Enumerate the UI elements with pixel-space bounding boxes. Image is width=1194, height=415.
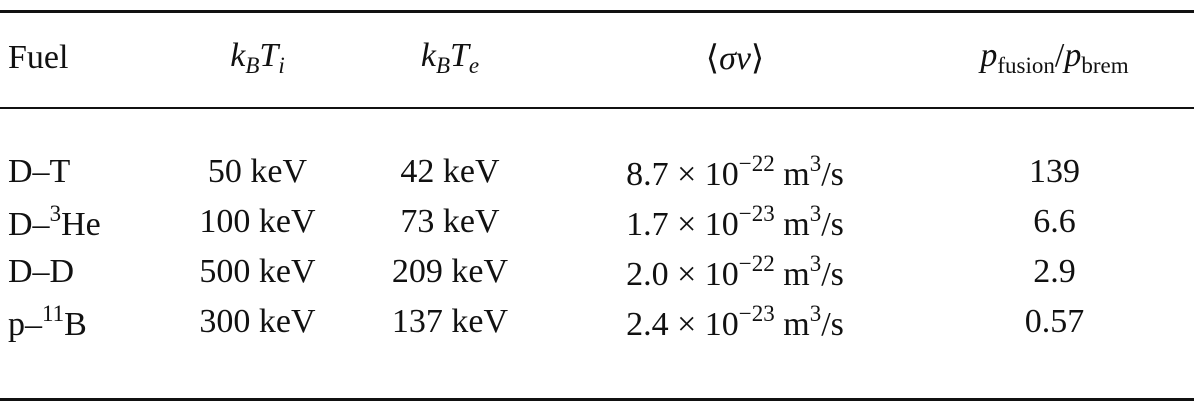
text-segment: D–D bbox=[8, 253, 75, 290]
text-segment: i bbox=[278, 53, 285, 78]
table-row: p–11B 300 keV 137 keV 2.4 × 10−23 m3/s 0.57 bbox=[0, 297, 1194, 347]
table-cell: 137 keV bbox=[391, 303, 509, 340]
text-segment: 3 bbox=[809, 250, 822, 276]
text-segment: m bbox=[774, 155, 810, 193]
text-segment: 3 bbox=[809, 300, 822, 326]
text-segment: p bbox=[980, 37, 998, 74]
table-cell: 300 keV bbox=[199, 303, 316, 340]
text-segment: 3 bbox=[49, 200, 62, 226]
table-cell: 2.0 × 10−22 m3/s bbox=[555, 251, 915, 294]
text-segment: 3 bbox=[809, 150, 822, 176]
table-row: D–D 500 keV 209 keV 2.0 × 10−22 m3/s 2.9 bbox=[0, 247, 1194, 297]
table-row: D–T 50 keV 42 keV 8.7 × 10−22 m3/s 139 bbox=[0, 147, 1194, 197]
table-cell: D–3He bbox=[0, 201, 170, 244]
text-segment: B bbox=[64, 305, 87, 343]
text-segment: / bbox=[1054, 37, 1065, 74]
table-cell: p–11B bbox=[0, 301, 170, 344]
table-cell: 8.7 × 10−22 m3/s bbox=[555, 151, 915, 194]
text-segment: D–T bbox=[8, 153, 71, 190]
table-cell: 2.4 × 10−23 m3/s bbox=[555, 301, 915, 344]
table-cell: 139 bbox=[1029, 153, 1080, 190]
text-segment: −23 bbox=[738, 200, 775, 226]
table-cell: 42 keV bbox=[400, 153, 500, 190]
table-cell: kBTi bbox=[170, 37, 345, 79]
table-cell: kBTe bbox=[345, 37, 555, 79]
text-segment: k bbox=[230, 37, 246, 74]
text-segment: 2.0 × 10 bbox=[626, 255, 739, 293]
text-segment: /s bbox=[821, 155, 844, 193]
text-segment: m bbox=[774, 305, 810, 343]
table-cell: Fuel bbox=[0, 39, 170, 77]
text-segment: σv bbox=[719, 40, 751, 77]
mid-rule bbox=[0, 107, 1194, 109]
header-row: Fuel kBTi kBTe ⟨σv⟩ pfusion/pbrem bbox=[0, 33, 1194, 83]
text-segment: ⟨ bbox=[705, 40, 720, 77]
table-cell: pfusion/pbrem bbox=[915, 37, 1194, 79]
table-row: D–3He 100 keV 73 keV 1.7 × 10−23 m3/s 6.6 bbox=[0, 197, 1194, 247]
text-segment: m bbox=[774, 255, 810, 293]
table-cell: 0.57 bbox=[1024, 303, 1085, 340]
text-segment: D– bbox=[8, 205, 50, 243]
text-segment: 1.7 × 10 bbox=[626, 205, 739, 243]
table-cell: D–T bbox=[0, 153, 170, 191]
table-cell: 73 keV bbox=[400, 203, 500, 240]
text-segment: B bbox=[245, 53, 260, 78]
table-cell: 6.6 bbox=[1033, 203, 1076, 240]
text-segment: e bbox=[468, 53, 480, 78]
table-cell: 500 keV bbox=[199, 253, 316, 290]
text-segment: ⟩ bbox=[750, 40, 765, 77]
text-segment: T bbox=[450, 37, 469, 74]
text-segment: 11 bbox=[42, 300, 65, 326]
text-segment: /s bbox=[821, 205, 844, 243]
table-cell: 1.7 × 10−23 m3/s bbox=[555, 201, 915, 244]
text-segment: p– bbox=[8, 305, 42, 343]
text-segment: k bbox=[420, 37, 436, 74]
table-cell: D–D bbox=[0, 253, 170, 291]
text-segment: B bbox=[435, 53, 450, 78]
table-cell: 2.9 bbox=[1033, 253, 1076, 290]
table-cell: 209 keV bbox=[391, 253, 509, 290]
text-segment: fusion bbox=[997, 53, 1055, 78]
text-segment: −23 bbox=[738, 300, 775, 326]
text-segment: p bbox=[1064, 37, 1082, 74]
text-segment: /s bbox=[821, 305, 844, 343]
text-segment: 8.7 × 10 bbox=[626, 155, 739, 193]
text-segment: −22 bbox=[738, 150, 775, 176]
bottom-rule bbox=[0, 398, 1194, 401]
text-segment: He bbox=[61, 205, 101, 243]
text-segment: 2.4 × 10 bbox=[626, 305, 739, 343]
text-segment: 3 bbox=[809, 200, 822, 226]
text-segment: /s bbox=[821, 255, 844, 293]
table-cell: 50 keV bbox=[207, 153, 308, 190]
text-segment: T bbox=[259, 37, 279, 74]
text-segment: m bbox=[774, 205, 810, 243]
text-segment: −22 bbox=[738, 250, 775, 276]
text-segment: Fuel bbox=[8, 39, 69, 76]
top-rule bbox=[0, 10, 1194, 13]
table-cell: 100 keV bbox=[199, 203, 316, 240]
table-cell: ⟨σv⟩ bbox=[555, 38, 915, 78]
text-segment: brem bbox=[1081, 53, 1129, 78]
